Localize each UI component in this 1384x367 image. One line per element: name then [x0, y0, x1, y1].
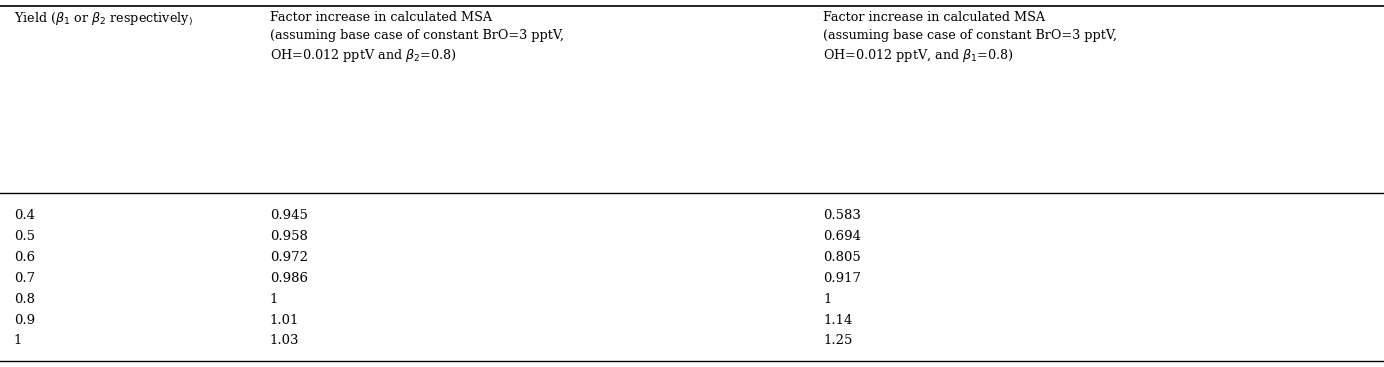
Text: Factor increase in calculated MSA
(assuming base case of constant BrO=3 pptV,
OH: Factor increase in calculated MSA (assum…	[823, 11, 1117, 64]
Text: 0.583: 0.583	[823, 209, 861, 222]
Text: 1: 1	[270, 292, 278, 306]
Text: 0.958: 0.958	[270, 230, 307, 243]
Text: 1.25: 1.25	[823, 334, 853, 348]
Text: 0.4: 0.4	[14, 209, 35, 222]
Text: Factor increase in calculated MSA
(assuming base case of constant BrO=3 pptV,
OH: Factor increase in calculated MSA (assum…	[270, 11, 563, 64]
Text: 0.945: 0.945	[270, 209, 307, 222]
Text: 0.694: 0.694	[823, 230, 861, 243]
Text: 0.7: 0.7	[14, 272, 35, 284]
Text: 1.03: 1.03	[270, 334, 299, 348]
Text: 0.5: 0.5	[14, 230, 35, 243]
Text: 0.986: 0.986	[270, 272, 307, 284]
Text: Yield ($\beta_1$ or $\beta_2$ respectively$_)$: Yield ($\beta_1$ or $\beta_2$ respective…	[14, 11, 192, 28]
Text: 1.14: 1.14	[823, 313, 853, 327]
Text: 1: 1	[14, 334, 22, 348]
Text: 1.01: 1.01	[270, 313, 299, 327]
Text: 0.805: 0.805	[823, 251, 861, 264]
Text: 0.6: 0.6	[14, 251, 35, 264]
Text: 1: 1	[823, 292, 832, 306]
Text: 0.9: 0.9	[14, 313, 35, 327]
Text: 0.8: 0.8	[14, 292, 35, 306]
Text: 0.917: 0.917	[823, 272, 861, 284]
Text: 0.972: 0.972	[270, 251, 307, 264]
